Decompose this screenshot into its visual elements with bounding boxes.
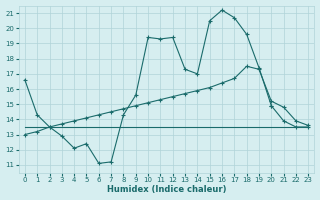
X-axis label: Humidex (Indice chaleur): Humidex (Indice chaleur)	[107, 185, 226, 194]
